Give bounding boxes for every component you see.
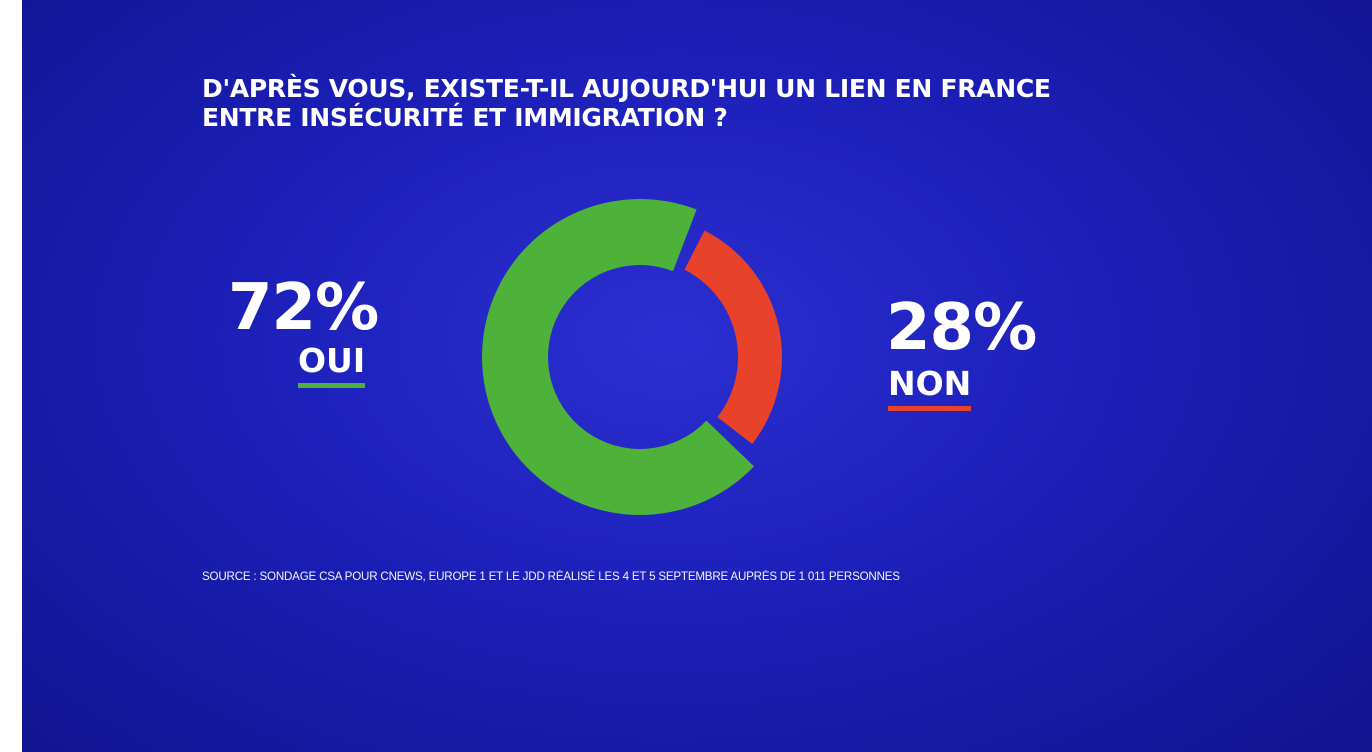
donut-chart (482, 198, 782, 515)
title-line-1: D'APRÈS VOUS, EXISTE-T-IL AUJOURD'HUI UN… (202, 74, 1051, 103)
chart-frame: D'APRÈS VOUS, EXISTE-T-IL AUJOURD'HUI UN… (22, 0, 1372, 752)
oui-percentage-label: 72% (228, 271, 379, 345)
chart-title: D'APRÈS VOUS, EXISTE-T-IL AUJOURD'HUI UN… (202, 74, 1202, 132)
non-percentage-label: 28% (886, 291, 1037, 365)
source-note: SOURCE : SONDAGE CSA POUR CNEWS, EUROPE … (202, 570, 900, 583)
oui-label: OUI (298, 343, 366, 388)
donut-slice-oui (482, 198, 755, 515)
title-line-2: ENTRE INSÉCURITÉ ET IMMIGRATION ? (202, 103, 728, 132)
donut-slice-non (684, 230, 782, 445)
non-label: NON (888, 366, 972, 411)
